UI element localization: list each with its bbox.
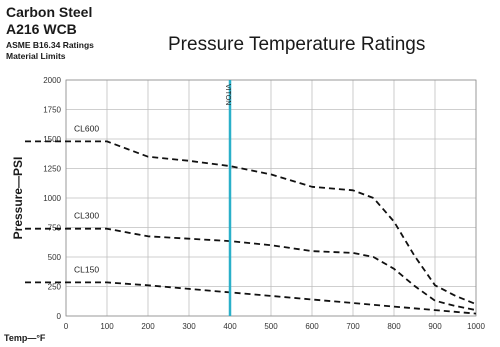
y-tick-label: 250: [48, 283, 62, 292]
y-tick-label: 1250: [43, 165, 61, 174]
series-line-cl600: [25, 140, 477, 306]
grid: [65, 79, 477, 317]
x-tick-label: 600: [305, 322, 319, 331]
x-tick-label: 700: [346, 322, 360, 331]
y-tick-label: 2000: [43, 76, 61, 85]
x-tick-label: 200: [141, 322, 155, 331]
x-tick-label: 0: [64, 322, 69, 331]
y-tick-label: 750: [48, 224, 62, 233]
x-tick-label: 500: [264, 322, 278, 331]
marker-lines: VITON: [224, 80, 232, 316]
y-tick-label: 500: [48, 253, 62, 262]
x-tick-label: 800: [387, 322, 401, 331]
chart-title: Pressure Temperature Ratings: [168, 34, 426, 55]
series-line-cl300: [25, 227, 477, 311]
plot-frame: [65, 79, 477, 317]
ratings-standard: ASME B16.34 Ratings: [6, 40, 94, 50]
y-tick-label: 0: [57, 312, 62, 321]
material-title: Carbon Steel: [6, 4, 93, 20]
axes: 0 250 500 750 1000 1250 1500 1750 2000 0 100 200 300…: [43, 76, 485, 331]
x-tick-label: 900: [428, 322, 442, 331]
y-tick-label: 1750: [43, 106, 61, 115]
series-line-cl150: [25, 281, 477, 315]
y-tick-label: 1500: [43, 135, 61, 144]
x-axis-label: Temp—°F: [4, 333, 46, 343]
marker-label-viton: VITON: [224, 84, 231, 105]
series-label-cl150: CL150: [74, 264, 99, 274]
series-label-cl600: CL600: [74, 123, 99, 133]
y-axis-label: Pressure—PSI: [11, 157, 25, 240]
y-tick-label: 1000: [43, 194, 61, 203]
series-label-cl300: CL300: [74, 211, 99, 221]
x-tick-label: 400: [223, 322, 237, 331]
material-grade: A216 WCB: [6, 21, 77, 37]
material-limits-label: Material Limits: [6, 51, 66, 61]
x-tick-label: 1000: [467, 322, 485, 331]
x-tick-label: 100: [100, 322, 114, 331]
series-lines: CL600 CL300 CL150: [25, 123, 477, 315]
x-tick-label: 300: [182, 322, 196, 331]
